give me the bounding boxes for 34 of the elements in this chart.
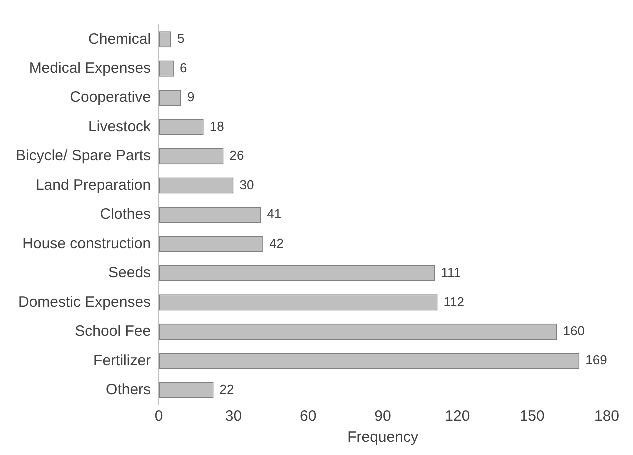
data-label: 22 <box>220 382 234 397</box>
data-label: 41 <box>267 206 282 222</box>
data-label: 6 <box>180 60 188 76</box>
y-tick-label: Domestic Expenses <box>18 294 152 311</box>
data-label: 18 <box>210 118 224 134</box>
y-tick-label: School Fee <box>75 323 152 340</box>
data-label: 160 <box>563 324 585 338</box>
x-axis-title: Frequency <box>348 429 419 446</box>
data-label: 30 <box>240 177 254 192</box>
y-tick-label: Medical Expenses <box>29 60 152 77</box>
x-tick-label: 60 <box>300 408 317 426</box>
data-label: 26 <box>230 148 244 164</box>
y-tick-label: Cooperative <box>70 89 152 106</box>
x-tick-label: 150 <box>520 408 545 426</box>
x-tick-label: 90 <box>374 408 392 426</box>
y-tick-label: Others <box>106 382 152 399</box>
data-label: 111 <box>441 265 462 280</box>
y-tick-label: Clothes <box>100 206 152 224</box>
y-tick-label: Land Preparation <box>36 176 152 194</box>
y-tick-label: Livestock <box>88 118 152 136</box>
y-tick-label: Fertilizer <box>94 352 152 370</box>
y-tick-label: Bicycle/ Spare Parts <box>16 148 152 165</box>
y-tick-label: Seeds <box>108 264 152 282</box>
data-label: 5 <box>177 31 185 46</box>
x-tick-label: 30 <box>225 408 242 426</box>
y-tick-label: Chemical <box>88 30 152 48</box>
x-tick-label: 180 <box>594 408 620 426</box>
y-tick-label: House construction <box>22 235 152 252</box>
x-tick-label: 0 <box>154 408 164 426</box>
data-label: 169 <box>586 352 608 368</box>
data-label: 112 <box>444 294 465 310</box>
data-label: 9 <box>187 90 195 105</box>
data-label: 42 <box>270 236 284 251</box>
x-tick-label: 120 <box>445 408 470 426</box>
